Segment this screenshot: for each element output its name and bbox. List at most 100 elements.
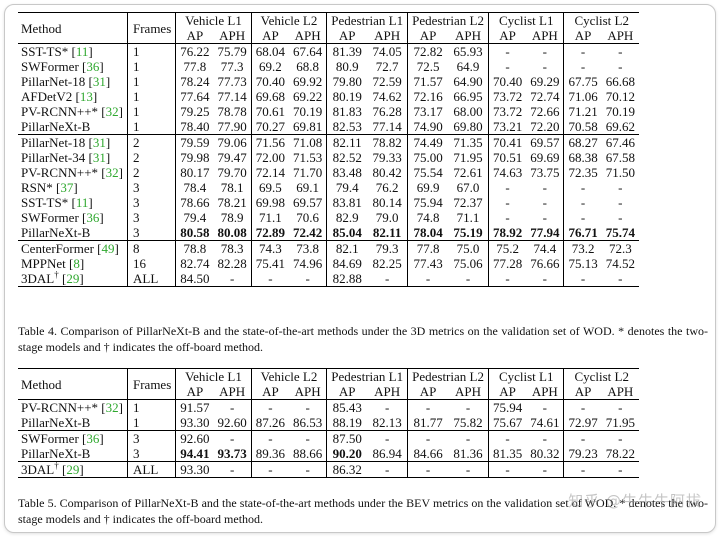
- value-cell: 70.40: [487, 74, 527, 89]
- value-cell: 80.19: [326, 89, 368, 104]
- value-cell: 74.96: [293, 256, 323, 271]
- value-cell: -: [542, 44, 547, 59]
- value-cell: -: [487, 430, 527, 446]
- citation-link[interactable]: 31: [92, 74, 106, 89]
- citation-link[interactable]: 32: [105, 104, 119, 119]
- citation-link[interactable]: 13: [79, 89, 93, 104]
- citation-link[interactable]: 36: [86, 431, 100, 446]
- value-cell: 72.61: [453, 165, 483, 180]
- citation-link[interactable]: 36: [86, 210, 100, 225]
- frames-cell: 2: [126, 134, 176, 150]
- value-cell: 73.72: [487, 104, 527, 119]
- frames-cell: 16: [126, 256, 176, 271]
- aph-header: APH: [454, 28, 481, 43]
- citation-link[interactable]: 37: [60, 180, 74, 195]
- value-cell: 87.26: [250, 415, 290, 431]
- value-cell: 69.57: [530, 135, 560, 150]
- value-cell: 81.36: [453, 446, 483, 461]
- table-row: PillarNeXt-B 1 93.30 92.60 87.26 86.53 88.19 82…: [18, 415, 639, 431]
- value-cell: 78.1: [220, 180, 244, 195]
- value-cell: 73.17: [407, 104, 449, 119]
- value-cell: 75.00: [407, 150, 449, 165]
- group-header: Vehicle L2: [250, 12, 327, 28]
- value-cell: 66.68: [605, 74, 635, 89]
- ap-header: AP: [250, 384, 290, 400]
- aph-header: APH: [374, 28, 401, 43]
- aph-header: APH: [294, 384, 321, 399]
- value-cell: -: [305, 462, 310, 477]
- method-cell: PillarNeXt-B: [18, 225, 127, 241]
- table-row: PV-RCNN++* [32] 1 91.57- - -85.43- - -75.94- - -: [18, 399, 639, 415]
- citation-link[interactable]: 31: [92, 150, 106, 165]
- table-row: AFDetV2 [13] 1 77.64 77.14 69.68 69.22 80.19 74…: [18, 89, 639, 104]
- citation-link[interactable]: 11: [75, 44, 89, 59]
- value-cell: 78.21: [217, 195, 247, 210]
- value-cell: -: [229, 462, 235, 477]
- value-cell: -: [618, 400, 623, 415]
- value-cell: 85.04: [326, 225, 368, 241]
- value-cell: -: [618, 271, 623, 286]
- group-header: Vehicle L2: [250, 368, 327, 384]
- value-cell: 74.61: [530, 415, 560, 430]
- citation-link[interactable]: 8: [73, 256, 80, 271]
- ap-header: AP: [175, 28, 214, 44]
- value-cell: 78.66: [175, 195, 214, 210]
- frames-cell: 3: [126, 210, 176, 225]
- value-cell: 82.1: [326, 240, 368, 256]
- frames-cell: 1: [126, 415, 176, 431]
- table-row: PillarNeXt-B 1 78.40 77.90 70.27 69.81 82.53 77…: [18, 119, 639, 135]
- value-cell: 75.41: [250, 256, 290, 271]
- citation-link[interactable]: 31: [92, 135, 106, 150]
- value-cell: 71.95: [605, 415, 635, 430]
- citation-link[interactable]: 11: [75, 195, 89, 210]
- value-cell: 68.00: [453, 104, 483, 119]
- value-cell: 82.11: [326, 134, 368, 150]
- frames-cell: 3: [126, 195, 176, 210]
- table-row: CenterFormer [49] 8 78.8 78.3 74.3 73.8 82.1 79…: [18, 240, 639, 256]
- method-cell: CenterFormer [49]: [21, 241, 119, 256]
- value-cell: -: [465, 400, 471, 415]
- value-cell: 80.14: [372, 195, 402, 210]
- citation-link[interactable]: 29: [66, 462, 80, 477]
- citation-link[interactable]: 49: [101, 241, 115, 256]
- citation-link[interactable]: 32: [105, 400, 119, 415]
- method-cell: 3DAL† [29]: [21, 269, 84, 286]
- citation-link[interactable]: 29: [66, 271, 80, 286]
- value-cell: -: [542, 195, 547, 210]
- value-cell: 74.3: [250, 240, 290, 256]
- value-cell: 80.58: [175, 225, 214, 241]
- value-cell: 82.9: [326, 210, 368, 225]
- method-name: SWFormer: [21, 210, 79, 225]
- method-header: Method: [21, 376, 62, 392]
- ap-header: AP: [563, 28, 602, 44]
- value-cell: 74.90: [407, 119, 449, 135]
- frames-cell: 3: [126, 180, 176, 195]
- value-cell: 74.4: [533, 241, 557, 256]
- value-cell: 67.0: [456, 180, 480, 195]
- value-cell: 69.69: [530, 150, 560, 165]
- table-4-caption: Table 4. Comparison of PillarNeXt-B and …: [18, 324, 708, 354]
- table-row: SWFormer [36] 1 77.8 77.3 69.2 68.8 80.9 72.7 72…: [18, 59, 639, 74]
- value-cell: -: [542, 180, 547, 195]
- value-cell: -: [487, 210, 527, 225]
- value-cell: 75.79: [217, 44, 247, 59]
- citation-link[interactable]: 36: [86, 59, 100, 74]
- value-cell: 86.94: [372, 446, 402, 461]
- value-cell: -: [563, 195, 602, 210]
- value-cell: 75.82: [453, 415, 483, 430]
- citation-link[interactable]: 32: [105, 165, 119, 180]
- value-cell: 86.32: [326, 461, 368, 478]
- group-header: Pedestrian L1: [326, 12, 408, 28]
- value-cell: 77.14: [217, 89, 247, 104]
- value-cell: 70.40: [250, 74, 290, 89]
- table-row: 3DAL† [29] ALL 84.50- - -82.88- - - - - - -: [18, 269, 639, 287]
- value-cell: 80.17: [175, 165, 214, 180]
- value-cell: -: [542, 59, 547, 74]
- aph-header: APH: [531, 384, 558, 399]
- table-row: SWFormer [36] 3 79.4 78.9 71.1 70.6 82.9 79.0 74…: [18, 210, 639, 225]
- method-cell: 3DAL† [29]: [21, 460, 84, 477]
- value-cell: 64.9: [456, 59, 480, 74]
- value-cell: 75.94: [407, 195, 449, 210]
- value-cell: 72.3: [608, 241, 632, 256]
- value-cell: -: [487, 43, 527, 59]
